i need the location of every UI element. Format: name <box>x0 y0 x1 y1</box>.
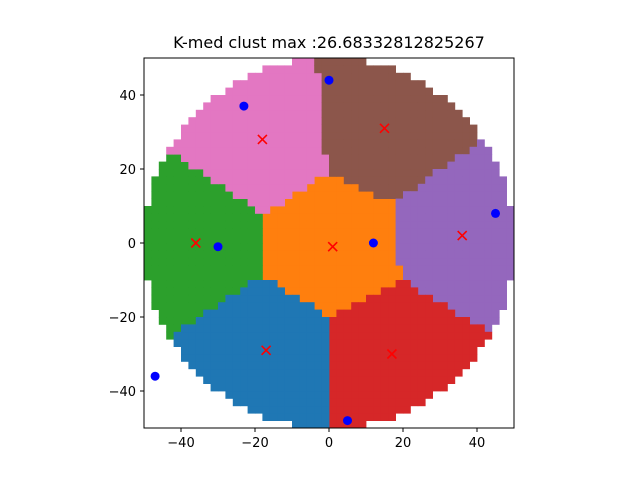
centroid-marker <box>327 241 338 252</box>
y-tick-label: 0 <box>128 237 136 252</box>
centroid-marker <box>190 237 201 249</box>
plot-area <box>144 58 514 428</box>
sample-point <box>150 371 160 381</box>
axes: −40 −20 0 20 40 −40 −20 0 20 40 <box>109 57 515 451</box>
cluster-region-4 <box>314 58 478 199</box>
sample-point <box>324 75 334 85</box>
sample-point <box>343 416 352 426</box>
cluster-region-3 <box>166 58 330 214</box>
y-tick-label: −20 <box>109 311 136 326</box>
sample-point <box>239 101 249 111</box>
x-tick-label: −40 <box>167 436 194 451</box>
centroid-marker <box>379 123 390 134</box>
centroid-marker <box>386 348 397 360</box>
chart-title: K-med clust max :26.68332812825267 <box>173 33 485 52</box>
centroid-marker <box>261 345 272 356</box>
y-tick-label: 20 <box>119 163 136 178</box>
x-tick-label: 40 <box>469 436 486 451</box>
sample-point <box>368 238 378 248</box>
cluster-region-7 <box>173 280 330 428</box>
x-tick-label: 0 <box>325 436 333 451</box>
centroid-marker <box>257 134 268 145</box>
cluster-region-2 <box>144 154 263 340</box>
cluster-region-6 <box>329 280 493 428</box>
sample-point <box>491 208 500 218</box>
y-tick-label: −40 <box>109 385 136 400</box>
y-tick-label: 40 <box>119 89 136 104</box>
cluster-region-1 <box>262 176 404 318</box>
centroid-marker <box>457 230 468 241</box>
sample-point <box>213 242 223 252</box>
x-tick-label: 20 <box>395 436 412 451</box>
x-tick-label: −20 <box>241 436 268 451</box>
